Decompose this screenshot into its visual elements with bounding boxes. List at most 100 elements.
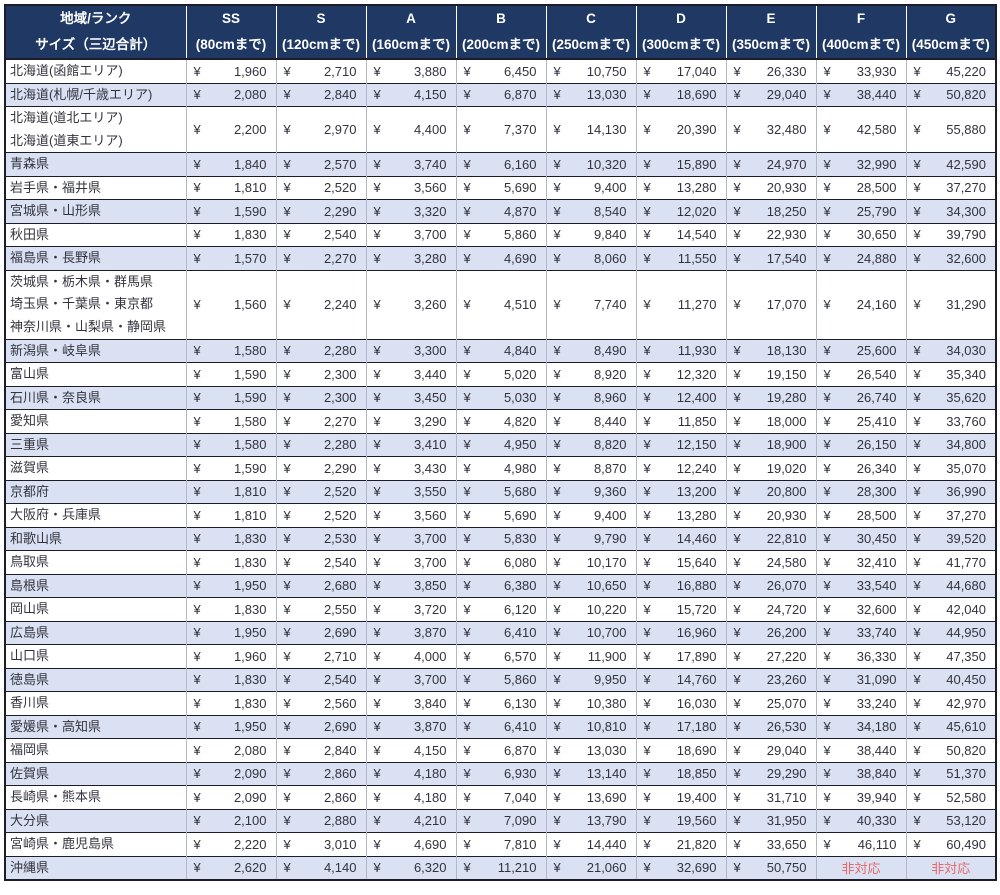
rate-cell-content: ¥13,140 [547,766,636,781]
rate-cell-content: ¥13,280 [637,508,726,523]
rate-cell-content: ¥5,030 [457,390,546,405]
rate-cell: ¥52,580 [905,785,996,809]
rate-cell: ¥1,810 [185,175,276,200]
rate-cell: ¥3,870 [365,714,456,739]
yen-symbol: ¥ [373,648,381,664]
rate-cell: ¥5,830 [455,526,546,551]
rate-cell: ¥3,450 [365,385,456,410]
rate-amount: 3,850 [413,578,447,594]
rate-cell: ¥7,370 [455,106,546,153]
yen-symbol: ¥ [463,719,471,735]
table-row: 徳島県 ¥1,830 ¥2,540 ¥3,700 ¥5,860 ¥9,950 ¥14,760… [5,667,996,692]
yen-symbol: ¥ [283,390,291,406]
rate-amount: 3,320 [413,203,447,219]
yen-symbol: ¥ [373,554,381,570]
rate-amount: 2,520 [323,507,357,523]
rate-amount: 45,220 [946,63,986,79]
yen-symbol: ¥ [733,601,741,617]
rate-amount: 40,450 [946,672,986,688]
rate-cell-content: ¥13,030 [547,743,636,758]
rate-amount: 9,840 [593,227,627,243]
yen-symbol: ¥ [643,648,651,664]
rate-cell: ¥3,320 [365,199,456,223]
rate-cell: ¥3,300 [365,338,456,363]
rate-amount: 33,650 [766,836,807,852]
yen-symbol: ¥ [463,601,471,617]
rate-amount: 28,300 [856,484,897,500]
rate-amount: 2,570 [323,156,357,172]
rate-amount: 6,380 [503,578,537,594]
yen-symbol: ¥ [463,366,471,382]
rate-cell-content: ¥24,720 [727,602,816,617]
rate-cell: ¥34,030 [905,338,996,363]
rate-amount: 31,710 [766,789,807,805]
rate-cell-content: ¥9,790 [547,531,636,546]
rate-cell: ¥4,950 [455,432,546,457]
rate-cell-content: ¥10,810 [547,719,636,734]
rate-cell-content: ¥1,960 [187,649,276,664]
rate-cell-content: ¥2,200 [187,122,276,137]
yen-symbol: ¥ [913,87,921,103]
rate-cell-content: ¥36,990 [907,484,995,499]
table-row: 新潟県・岐阜県 ¥1,580 ¥2,280 ¥3,300 ¥4,840 ¥8,490 ¥11… [5,338,996,363]
yen-symbol: ¥ [193,180,201,196]
rate-cell: ¥44,680 [905,573,996,598]
yen-symbol: ¥ [823,122,831,137]
rate-amount: 14,540 [676,227,717,243]
rate-cell-content: ¥2,540 [277,227,366,242]
rate-amount: 24,970 [766,156,807,172]
yen-symbol: ¥ [643,672,651,688]
rate-amount: 24,880 [856,250,897,266]
rate-amount: 4,150 [413,742,447,758]
yen-symbol: ¥ [463,625,471,641]
rate-cell: ¥3,870 [365,620,456,645]
rate-cell: ¥12,400 [635,385,726,410]
header-row: 地域/ランク サイズ（三辺合計） SS (80cmまで) S (120cmまで) A (1… [5,5,996,60]
rate-amount: 2,290 [323,203,357,219]
rate-cell: ¥4,210 [365,808,456,833]
column-header-E: E (350cmまで) [725,5,816,60]
rate-cell: ¥29,290 [725,761,816,786]
rate-amount: 39,790 [946,227,986,243]
rate-amount: 2,300 [323,366,357,382]
rate-cell: ¥17,180 [635,714,726,739]
rate-amount: 12,320 [676,366,717,382]
rate-cell: ¥44,950 [905,620,996,645]
yen-symbol: ¥ [463,531,471,547]
rate-amount: 8,920 [593,366,627,382]
yen-symbol: ¥ [553,813,561,829]
rate-amount: 9,790 [593,531,627,547]
rate-amount: 6,450 [503,63,537,79]
yen-symbol: ¥ [373,789,381,805]
yen-symbol: ¥ [283,63,291,79]
rate-amount: 1,580 [233,413,267,429]
rate-amount: 35,620 [946,390,986,406]
table-row: 秋田県 ¥1,830 ¥2,540 ¥3,700 ¥5,860 ¥9,840 ¥14,540… [5,222,996,247]
yen-symbol: ¥ [193,343,201,359]
rate-cell: ¥11,210 [455,855,546,880]
rate-amount: 13,790 [586,813,627,829]
rate-cell-content: ¥28,300 [817,484,906,499]
rate-amount: 3,700 [413,672,447,688]
rate-amount: 2,860 [323,766,357,782]
rate-amount: 46,110 [857,836,897,852]
rate-cell-content: ¥45,220 [907,63,995,79]
rate-cell-content: ¥4,180 [367,790,456,805]
rate-cell-content: ¥5,860 [457,672,546,687]
rate-amount: 18,690 [676,742,717,758]
yen-symbol: ¥ [643,695,651,711]
rate-cell-content: ¥10,320 [547,157,636,172]
rate-cell: ¥50,820 [905,82,996,107]
yen-symbol: ¥ [373,180,381,196]
rate-cell: ¥14,540 [635,222,726,247]
rate-amount: 4,690 [503,250,537,266]
yen-symbol: ¥ [463,156,471,172]
rate-cell-content: ¥22,810 [727,531,816,546]
rate-amount: 7,370 [503,122,537,137]
rate-cell: ¥50,820 [905,738,996,762]
yen-symbol: ¥ [913,413,921,429]
rate-amount: 28,500 [856,180,897,196]
rate-cell-content: ¥7,370 [457,122,546,137]
rate-cell: ¥1,830 [185,526,276,551]
rate-amount: 1,830 [233,554,267,570]
